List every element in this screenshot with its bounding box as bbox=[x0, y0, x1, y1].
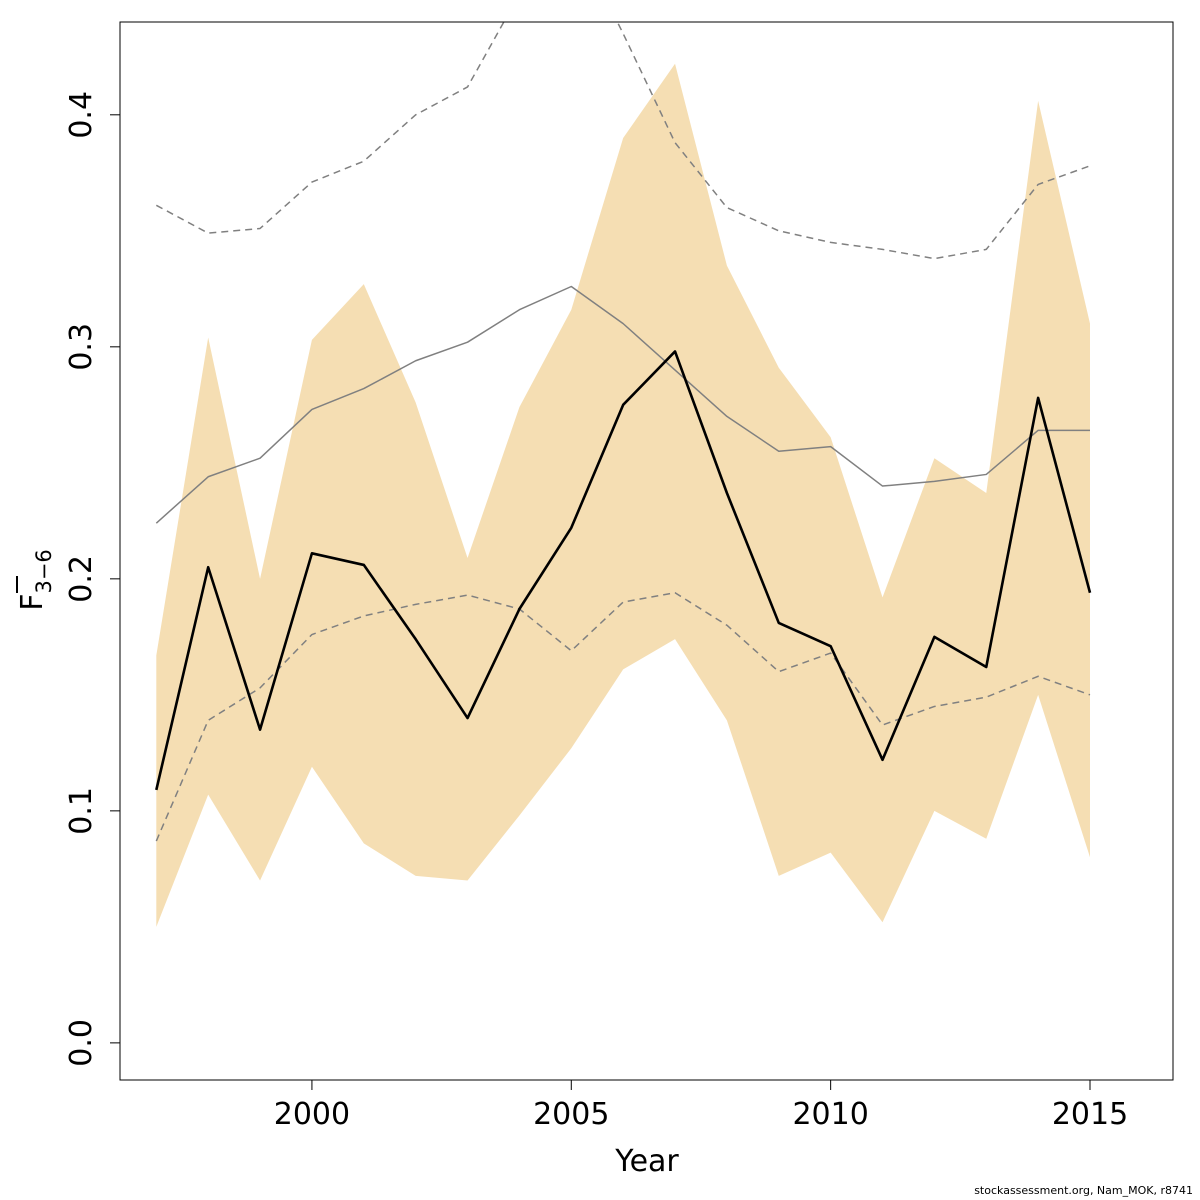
y-axis-title-subscript: 3−6 bbox=[32, 549, 56, 593]
series-line-grey-solid bbox=[155, 285, 1091, 524]
y-tick-label: 0.2 bbox=[64, 555, 99, 603]
x-axis-title: Year bbox=[614, 1144, 679, 1179]
x-tick-label: 2005 bbox=[533, 1097, 609, 1132]
confidence-band bbox=[156, 63, 1091, 927]
y-axis: 0.0 0.1 0.2 0.3 0.4 bbox=[64, 91, 121, 1067]
y-tick-label: 0.4 bbox=[64, 91, 99, 139]
y-tick-label: 0.3 bbox=[64, 323, 99, 371]
series-line-grey-dashed-upper bbox=[155, 22, 1091, 260]
series-line-grey-dashed-lower bbox=[155, 592, 1091, 842]
footer-credit: stockassessment.org, Nam_MOK, r8741 bbox=[974, 1184, 1193, 1197]
x-tick-label: 2010 bbox=[792, 1097, 868, 1132]
y-axis-title: F3−6 bbox=[15, 549, 56, 611]
y-axis-title-text: F3−6 bbox=[15, 549, 56, 611]
y-tick-label: 0.0 bbox=[64, 1019, 99, 1067]
x-tick-label: 2000 bbox=[274, 1097, 350, 1132]
y-tick-label: 0.1 bbox=[64, 787, 99, 835]
x-tick-label: 2015 bbox=[1052, 1097, 1128, 1132]
x-axis: 2000 2005 2010 2015 bbox=[274, 1079, 1128, 1132]
plot-content bbox=[155, 22, 1092, 927]
series-line-estimate bbox=[155, 350, 1092, 791]
y-axis-title-main: F bbox=[15, 594, 50, 611]
